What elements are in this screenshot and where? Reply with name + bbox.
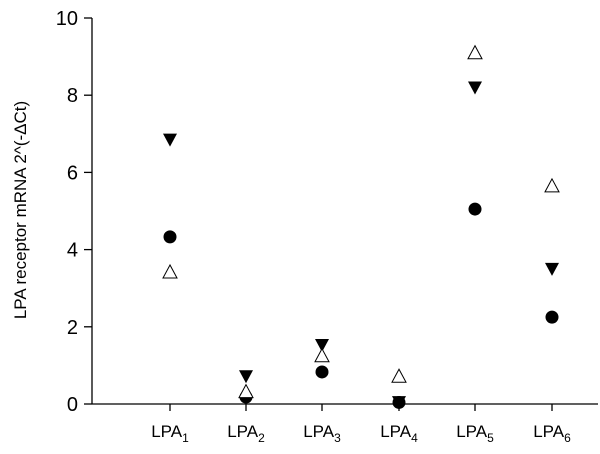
x-tick-label: LPA3	[303, 422, 341, 445]
data-point-triangle-up	[162, 263, 178, 279]
y-tick-label: 10	[56, 8, 78, 30]
data-point-triangle-up	[391, 368, 407, 383]
y-axis-title: LPA receptor mRNA 2^(-ΔCt)	[11, 101, 30, 319]
data-point-circle	[315, 365, 329, 379]
y-tick-label: 0	[67, 394, 78, 416]
y-tick-label: 2	[67, 317, 78, 339]
data-point-circle	[468, 202, 482, 216]
x-tick-label: LPA2	[227, 422, 265, 445]
data-point-triangle-up	[314, 347, 330, 363]
data-marks	[162, 44, 560, 410]
y-tick-label: 8	[67, 85, 78, 107]
data-point-triangle-down	[315, 338, 329, 352]
y-tick-label: 4	[67, 240, 78, 262]
data-point-triangle-up	[238, 383, 254, 399]
data-point-triangle-up	[467, 44, 483, 60]
x-tick-label: LPA6	[533, 422, 571, 445]
y-tick-label: 6	[67, 162, 78, 184]
x-tick-label: LPA5	[456, 422, 494, 445]
data-point-triangle-down	[468, 81, 482, 95]
data-point-triangle-down	[545, 262, 559, 276]
data-point-triangle-down	[239, 370, 253, 384]
data-point-triangle-down	[163, 133, 177, 147]
x-tick-label: LPA4	[380, 422, 418, 445]
data-point-triangle-up	[544, 177, 560, 193]
x-tick-label: LPA1	[151, 422, 189, 445]
data-point-circle	[545, 310, 559, 324]
data-point-triangle-down	[392, 396, 406, 410]
data-point-circle	[163, 230, 177, 244]
axes: 0 2 4 6 8 10 LPA1 LPA2 LPA3 LPA4 LPA5 LPA6	[56, 8, 598, 445]
